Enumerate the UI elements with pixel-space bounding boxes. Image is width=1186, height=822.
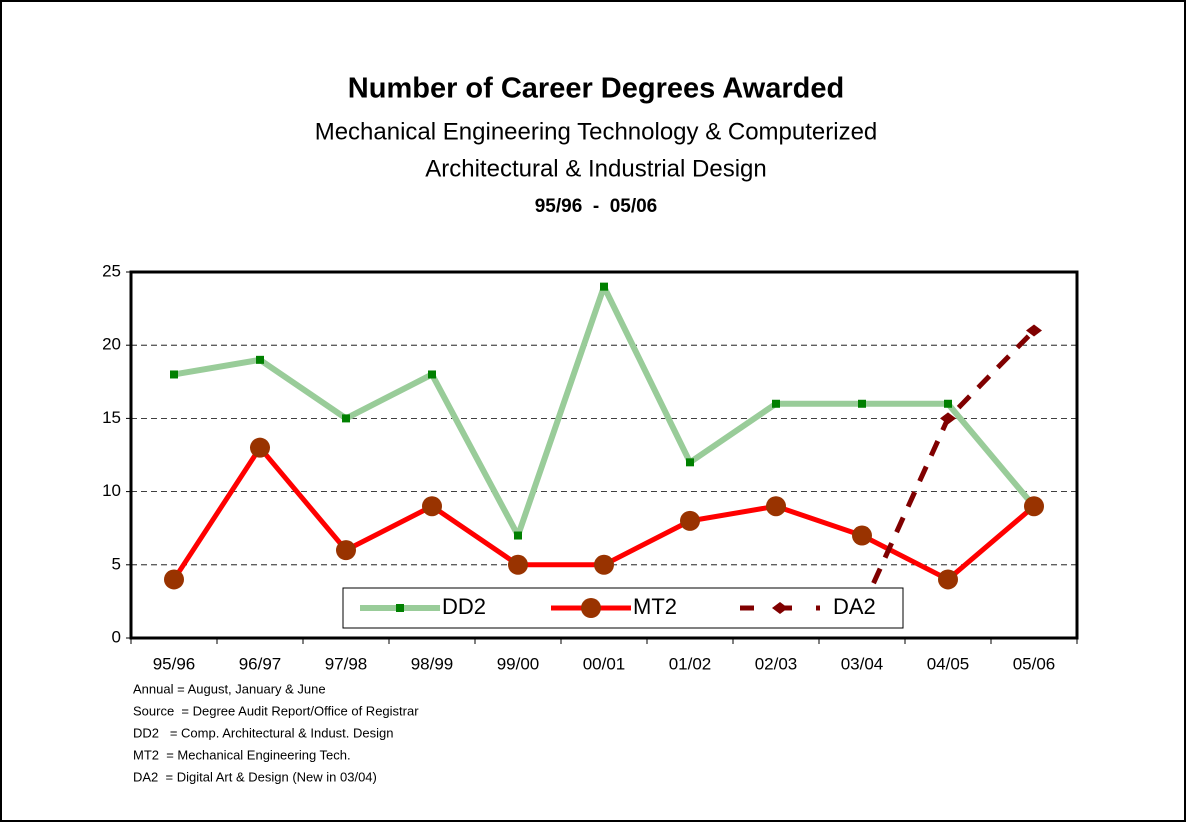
data-point (600, 282, 608, 291)
data-point (680, 510, 700, 531)
x-tick-label: 99/00 (497, 654, 540, 673)
x-tick-label: 05/06 (1013, 654, 1056, 673)
data-point (514, 531, 522, 540)
x-tick-label: 96/97 (239, 654, 282, 673)
data-point (852, 525, 872, 546)
data-point (170, 370, 178, 379)
data-point (250, 437, 270, 458)
x-tick-label: 95/96 (153, 654, 196, 673)
y-tick-label: 20 (102, 335, 121, 354)
note: DA2 = Digital Art & Design (New in 03/04… (133, 769, 377, 784)
plot-border (129, 270, 1079, 640)
x-tick-label: 01/02 (669, 654, 712, 673)
chart-title: Number of Career Degrees Awarded (348, 73, 844, 105)
legend-label: MT2 (633, 594, 677, 619)
period: 95/96 - 05/06 (535, 196, 658, 217)
data-point (508, 554, 528, 575)
note: Annual = August, January & June (133, 681, 326, 696)
plot-area (131, 272, 1077, 638)
legend-marker (772, 602, 788, 614)
data-point (336, 540, 356, 561)
data-point (938, 569, 958, 590)
y-tick-label: 10 (102, 481, 121, 500)
data-point (1024, 496, 1044, 517)
x-tick-label: 02/03 (755, 654, 798, 673)
x-tick-label: 00/01 (583, 654, 626, 673)
x-tick-label: 98/99 (411, 654, 454, 673)
data-point (686, 458, 694, 467)
y-tick-label: 5 (112, 554, 121, 573)
x-tick-label: 04/05 (927, 654, 970, 673)
x-tick-label: 97/98 (325, 654, 368, 673)
legend-marker (396, 604, 404, 612)
data-point (1026, 324, 1042, 337)
y-tick-label: 0 (112, 627, 121, 646)
data-point (940, 412, 956, 425)
x-tick-label: 03/04 (841, 654, 884, 673)
data-point (944, 399, 952, 408)
y-tick-label: 25 (102, 261, 121, 280)
y-tick-label: 15 (102, 408, 121, 427)
note: MT2 = Mechanical Engineering Tech. (133, 747, 351, 762)
subtitle: Mechanical Engineering Technology & Comp… (315, 118, 878, 145)
data-point (164, 569, 184, 590)
data-point (594, 554, 614, 575)
data-point (766, 496, 786, 517)
note: Source = Degree Audit Report/Office of R… (133, 703, 419, 718)
data-point (342, 414, 350, 423)
data-point (422, 496, 442, 517)
data-point (428, 370, 436, 379)
legend-label: DA2 (833, 594, 876, 619)
legend-marker (581, 598, 601, 618)
data-point (256, 355, 264, 364)
data-point (858, 399, 866, 408)
legend-label: DD2 (442, 594, 486, 619)
data-point (772, 399, 780, 408)
note: DD2 = Comp. Architectural & Indust. Desi… (133, 725, 393, 740)
subtitle: Architectural & Industrial Design (425, 155, 766, 182)
